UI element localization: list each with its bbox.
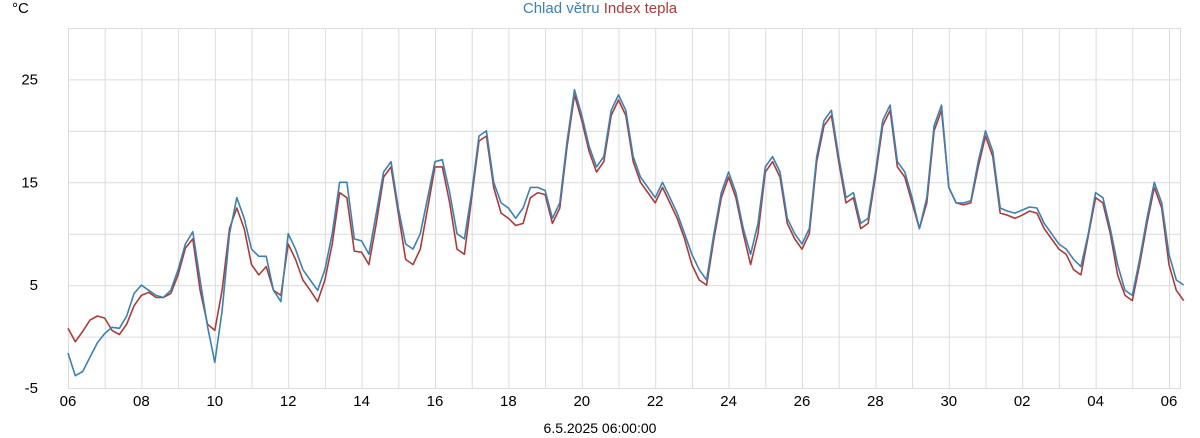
x-tick-label: 14	[353, 393, 370, 410]
x-tick-label: 04	[1087, 393, 1104, 410]
y-tick-label: 15	[21, 174, 38, 191]
x-tick-label: 16	[427, 393, 444, 410]
legend-index-tepla[interactable]: Index tepla	[603, 0, 678, 17]
chart-series	[67, 88, 1185, 377]
x-axis-timestamp: 6.5.2025 06:00:00	[543, 420, 657, 436]
chart-legend: Chlad větru Index tepla	[0, 0, 1200, 18]
x-tick-label: 22	[647, 393, 664, 410]
series-line-index-tepla	[67, 94, 1185, 343]
chart-tick-labels: 06 08 10 12 14 16 18 20 22 24 26 28 30 02 04 06 25 15 5 -5	[21, 71, 1177, 410]
y-tick-label: 5	[30, 277, 38, 294]
y-axis-unit-label: °C	[12, 0, 29, 17]
x-tick-label: 24	[720, 393, 737, 410]
x-tick-label: 28	[867, 393, 884, 410]
x-tick-label: 10	[206, 393, 223, 410]
x-tick-label: 06	[60, 393, 77, 410]
x-tick-label: 26	[794, 393, 811, 410]
y-tick-label: 25	[21, 71, 38, 88]
x-tick-label: 30	[940, 393, 957, 410]
x-tick-label: 02	[1014, 393, 1031, 410]
plot-frame	[68, 28, 1181, 389]
series-line-chlad-v-tru	[67, 88, 1185, 377]
y-tick-label: -5	[25, 380, 38, 397]
x-tick-label: 08	[133, 393, 150, 410]
chart-axes	[68, 28, 1181, 389]
x-tick-label: 06	[1161, 393, 1178, 410]
legend-chlad-vetru[interactable]: Chlad větru	[522, 0, 600, 17]
x-tick-label: 18	[500, 393, 517, 410]
x-tick-label: 20	[573, 393, 590, 410]
x-tick-label: 12	[280, 393, 297, 410]
